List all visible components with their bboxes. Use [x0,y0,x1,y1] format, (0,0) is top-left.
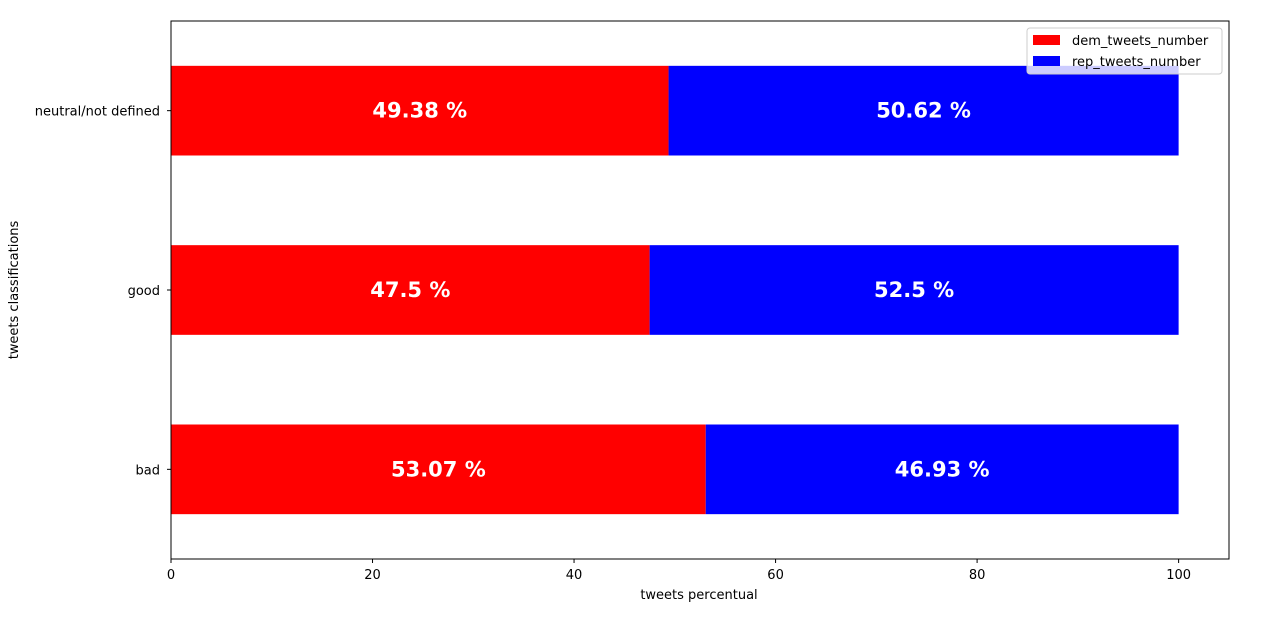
bar-label: 52.5 % [874,278,954,302]
bar-label: 50.62 % [876,99,971,123]
legend-swatch [1033,56,1060,66]
legend-box [1026,27,1223,75]
bar-rep_tweets_number-2 [668,65,1179,156]
bar-label: 53.07 % [391,457,486,481]
bar-label: 46.93 % [895,457,990,481]
x-tick-label: 60 [767,568,784,583]
x-tick-label: 80 [969,568,986,583]
x-axis: 0 20 40 60 80 100 [167,559,1191,583]
bars-layer [171,65,1179,515]
x-tick-label: 0 [167,568,175,583]
x-tick-label: 20 [364,568,381,583]
x-tick-label: 100 [1166,568,1191,583]
y-axis: bad good neutral/not defined [35,105,171,478]
y-tick-label: good [128,284,160,299]
bar-dem_tweets_number-2 [171,65,669,156]
x-tick-label: 40 [566,568,583,583]
bar-rep_tweets_number-1 [649,245,1179,335]
bar-labels-layer: 53.07 % 46.93 % 47.5 % 52.5 % 49.38 % 50.62 % [370,99,989,482]
bar-dem_tweets_number-0 [171,424,706,515]
legend-entry-label: dem_tweets_number [1072,34,1209,49]
y-tick-label: neutral/not defined [35,105,160,120]
legend: dem_tweets_number rep_tweets_number [1026,27,1223,75]
bar-dem_tweets_number-1 [171,245,650,335]
x-axis-title: tweets percentual [640,588,757,603]
bar-rep_tweets_number-0 [705,424,1179,515]
bar-label: 47.5 % [370,278,450,302]
y-tick-label: bad [136,463,160,478]
bar-label: 49.38 % [372,99,467,123]
legend-entry-label: rep_tweets_number [1072,55,1201,70]
legend-swatch [1033,35,1060,45]
y-axis-title: tweets classifications [7,220,22,359]
